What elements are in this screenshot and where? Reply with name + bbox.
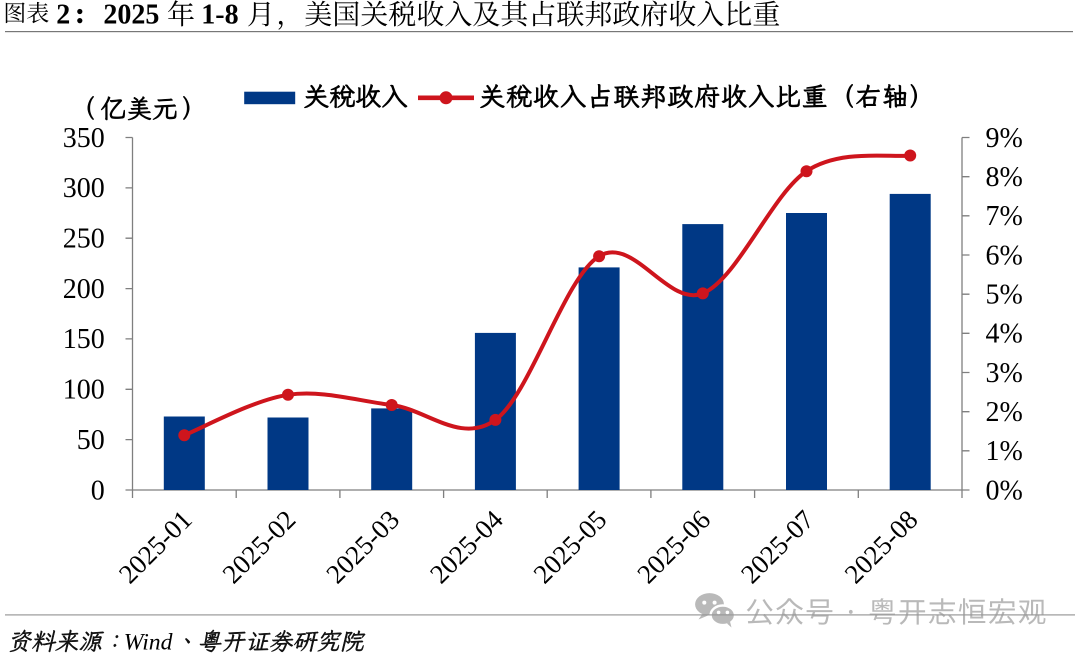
svg-text:4%: 4%	[986, 319, 1023, 350]
svg-text:6%: 6%	[986, 240, 1023, 271]
svg-text:2025: 2025	[103, 0, 159, 31]
svg-text:9%: 9%	[986, 123, 1023, 154]
svg-text:150: 150	[63, 324, 105, 355]
svg-text:50: 50	[77, 425, 105, 456]
svg-text:5%: 5%	[986, 280, 1023, 311]
svg-text:2: 2	[56, 0, 70, 31]
svg-text:3%: 3%	[986, 358, 1023, 389]
svg-text:Wind: Wind	[124, 630, 173, 656]
svg-text:200: 200	[63, 274, 105, 305]
svg-text:250: 250	[63, 224, 105, 255]
svg-text:300: 300	[63, 173, 105, 204]
svg-text:100: 100	[63, 375, 105, 406]
svg-text:8%: 8%	[986, 162, 1023, 193]
svg-text:7%: 7%	[986, 201, 1023, 232]
svg-text:1%: 1%	[986, 436, 1023, 467]
svg-text:0%: 0%	[986, 475, 1023, 506]
svg-text:1-8: 1-8	[201, 0, 238, 31]
svg-text:350: 350	[63, 123, 105, 154]
svg-text:2%: 2%	[986, 397, 1023, 428]
svg-text:0: 0	[91, 475, 105, 506]
